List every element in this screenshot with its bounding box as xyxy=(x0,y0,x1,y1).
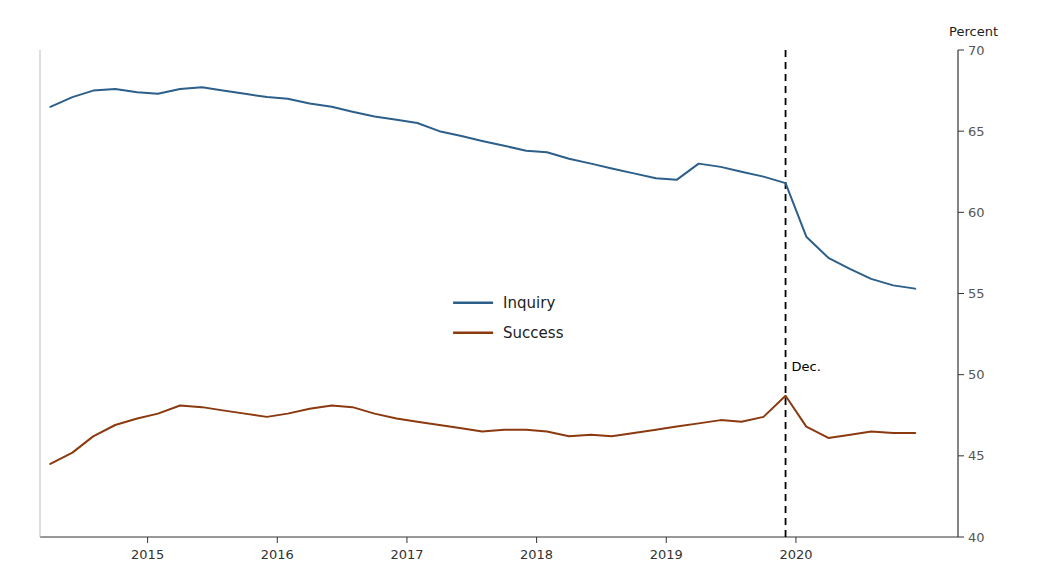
legend-swatch xyxy=(453,332,493,335)
x-tick xyxy=(147,537,148,543)
x-tick-label: 2016 xyxy=(261,547,294,562)
chart: 2015 2016 2017 2018 2019 2020 40 45 50 55 60 65 70 Pe… xyxy=(0,0,1038,587)
y-tick-label: 65 xyxy=(968,124,985,139)
x-tick-label: 2015 xyxy=(131,547,164,562)
series-line xyxy=(50,87,915,288)
y-tick-label: 45 xyxy=(968,448,985,463)
x-tick xyxy=(277,537,278,543)
plot-area xyxy=(50,50,915,537)
legend-swatch xyxy=(453,302,493,305)
y-tick xyxy=(958,537,964,538)
y-tick xyxy=(958,455,964,456)
annotation: Dec. xyxy=(792,359,821,374)
y-tick xyxy=(958,212,964,213)
y-tick-label: 60 xyxy=(968,205,985,220)
series-line xyxy=(50,396,915,464)
x-tick-label: 2017 xyxy=(390,547,423,562)
y-tick-label: 50 xyxy=(968,367,985,382)
y-tick xyxy=(958,131,964,132)
x-tick-label: 2018 xyxy=(520,547,553,562)
legend: Inquiry Success xyxy=(453,294,564,342)
y-axis-label: Percent xyxy=(949,24,998,39)
x-tick xyxy=(795,537,796,543)
x-tick xyxy=(406,537,407,543)
x-axis-line xyxy=(40,536,958,537)
x-tick-label: 2020 xyxy=(779,547,812,562)
y-tick xyxy=(958,374,964,375)
y-tick xyxy=(958,293,964,294)
x-tick-label: 2019 xyxy=(650,547,683,562)
y-tick-label: 70 xyxy=(968,43,985,58)
plot-frame xyxy=(40,50,41,537)
y-tick-label: 40 xyxy=(968,530,985,545)
x-tick xyxy=(666,537,667,543)
y-tick xyxy=(958,50,964,51)
legend-label: Success xyxy=(503,324,564,342)
reference-line xyxy=(785,50,787,537)
y-tick-label: 55 xyxy=(968,286,985,301)
x-tick xyxy=(536,537,537,543)
legend-label: Inquiry xyxy=(503,294,555,312)
